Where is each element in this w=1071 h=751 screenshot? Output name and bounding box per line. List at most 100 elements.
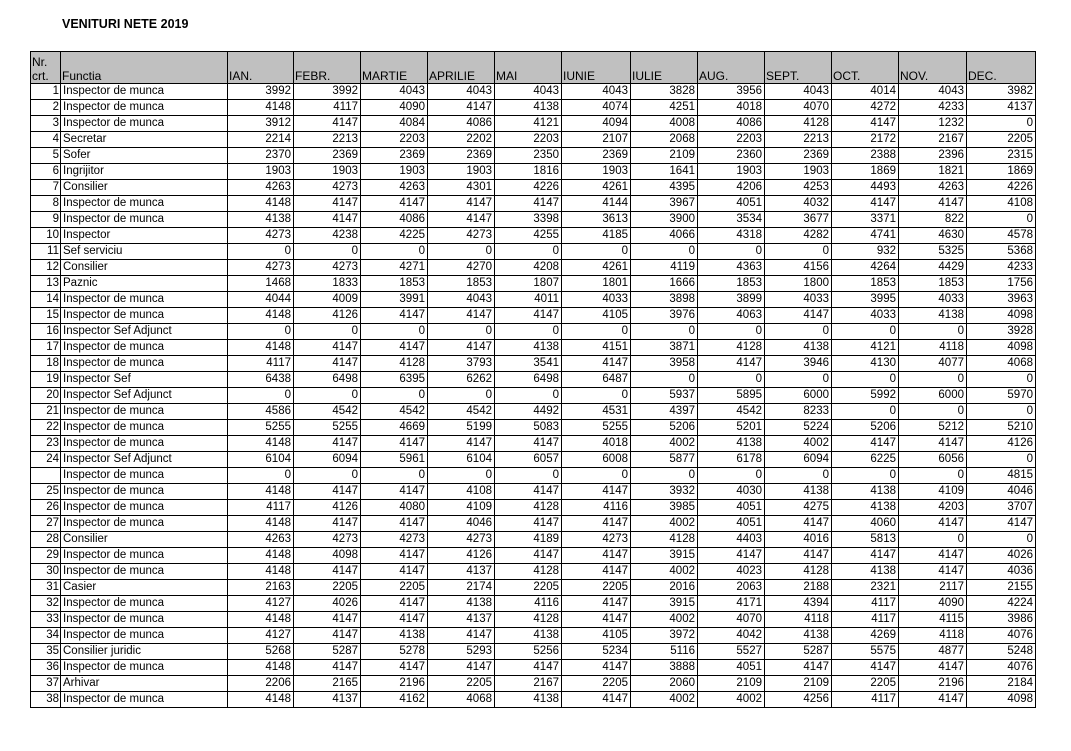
cell-value: 4147	[697, 547, 765, 564]
row-functia: Inspector de munca	[60, 291, 228, 308]
cell-value: 4263	[898, 179, 967, 196]
cell-value: 2396	[898, 147, 967, 164]
table-row: 33 Inspector de munca 4148 4147 4147 4137 4128…	[30, 611, 1036, 628]
cell-value: 3793	[427, 355, 495, 372]
cell-value: 4137	[427, 563, 495, 580]
cell-value: 5287	[764, 643, 832, 660]
cell-value: 3946	[764, 355, 832, 372]
cell-value: 4208	[494, 259, 562, 276]
header-nr-line2: crt.	[32, 69, 49, 83]
cell-value: 4492	[494, 403, 562, 420]
cell-value: 4080	[360, 499, 428, 516]
cell-value: 4033	[831, 307, 899, 324]
cell-value: 4094	[561, 115, 631, 132]
cell-value: 0	[966, 115, 1036, 132]
row-functia: Inspector Sef	[60, 371, 228, 388]
table-row: 31 Casier 2163 2205 2205 2174 2205 2205 2016 2063…	[30, 579, 1036, 596]
cell-value: 6487	[561, 371, 631, 388]
cell-value: 3900	[630, 211, 698, 228]
cell-value: 0	[764, 243, 832, 260]
cell-value: 2321	[831, 579, 899, 596]
row-functia: Inspector de munca	[60, 307, 228, 324]
row-number: 13	[30, 275, 61, 292]
cell-value: 2203	[360, 131, 428, 148]
cell-value: 6000	[764, 387, 832, 404]
cell-value: 2203	[697, 131, 765, 148]
cell-value: 1756	[966, 275, 1036, 292]
table-row: 18 Inspector de munca 4117 4147 4128 3793 3541…	[30, 355, 1036, 372]
cell-value: 6094	[293, 451, 361, 468]
row-functia: Consilier	[60, 259, 228, 276]
header-month: SEPT.	[764, 51, 832, 84]
cell-value: 4147	[561, 659, 631, 676]
cell-value: 0	[966, 371, 1036, 388]
cell-value: 2155	[966, 579, 1036, 596]
cell-value: 0	[494, 387, 562, 404]
cell-value: 4394	[764, 595, 832, 612]
cell-value: 4138	[494, 691, 562, 708]
header-month: AUG.	[697, 51, 765, 84]
cell-value: 4036	[966, 563, 1036, 580]
cell-value: 4162	[360, 691, 428, 708]
cell-value: 4542	[427, 403, 495, 420]
cell-value: 4263	[360, 179, 428, 196]
cell-value: 0	[227, 243, 294, 260]
cell-value: 4148	[227, 659, 294, 676]
row-number: 12	[30, 259, 61, 276]
table-row: 14 Inspector de munca 4044 4009 3991 4043 4011…	[30, 291, 1036, 308]
cell-value: 2172	[831, 131, 899, 148]
cell-value: 4147	[831, 195, 899, 212]
cell-value: 0	[427, 323, 495, 340]
cell-value: 4147	[898, 691, 967, 708]
cell-value: 3899	[697, 291, 765, 308]
cell-value: 4147	[293, 195, 361, 212]
cell-value: 3982	[966, 83, 1036, 100]
cell-value: 0	[966, 403, 1036, 420]
cell-value: 4108	[427, 483, 495, 500]
table-row: 24 Inspector Sef Adjunct 6104 6094 5961 6104 6…	[30, 451, 1036, 468]
cell-value: 4147	[831, 435, 899, 452]
cell-value: 2117	[898, 579, 967, 596]
cell-value: 3613	[561, 211, 631, 228]
cell-value: 0	[227, 467, 294, 484]
cell-value: 5206	[831, 419, 899, 436]
cell-value: 0	[764, 371, 832, 388]
row-functia: Inspector de munca	[60, 691, 228, 708]
cell-value: 4033	[561, 291, 631, 308]
cell-value: 2205	[360, 579, 428, 596]
header-row: Nr. crt. Functia IAN. FEBR. MARTIE APRILIE MA…	[30, 51, 1036, 84]
cell-value: 6225	[831, 451, 899, 468]
cell-value: 2165	[293, 675, 361, 692]
cell-value: 2109	[697, 675, 765, 692]
cell-value: 4147	[494, 435, 562, 452]
cell-value: 5368	[966, 243, 1036, 260]
cell-value: 4151	[561, 339, 631, 356]
cell-value: 4147	[561, 547, 631, 564]
cell-value: 4148	[227, 691, 294, 708]
cell-value: 0	[630, 467, 698, 484]
header-month: IAN.	[227, 51, 294, 84]
cell-value: 4128	[764, 563, 832, 580]
cell-value: 4138	[494, 99, 562, 116]
cell-value: 4023	[697, 563, 765, 580]
cell-value: 4147	[293, 355, 361, 372]
cell-value: 2369	[293, 147, 361, 164]
cell-value: 4098	[966, 339, 1036, 356]
cell-value: 4147	[360, 483, 428, 500]
row-number: 36	[30, 659, 61, 676]
cell-value: 4147	[360, 307, 428, 324]
cell-value: 4273	[293, 531, 361, 548]
cell-value: 4148	[227, 483, 294, 500]
cell-value: 4130	[831, 355, 899, 372]
cell-value: 5248	[966, 643, 1036, 660]
cell-value: 4147	[360, 195, 428, 212]
cell-value: 4068	[427, 691, 495, 708]
row-number: 15	[30, 307, 61, 324]
cell-value: 932	[831, 243, 899, 260]
cell-value: 4206	[697, 179, 765, 196]
table-row: 29 Inspector de munca 4148 4098 4147 4126 4147…	[30, 547, 1036, 564]
row-number: 30	[30, 563, 61, 580]
cell-value: 4138	[831, 563, 899, 580]
cell-value: 4542	[293, 403, 361, 420]
cell-value: 5325	[898, 243, 967, 260]
